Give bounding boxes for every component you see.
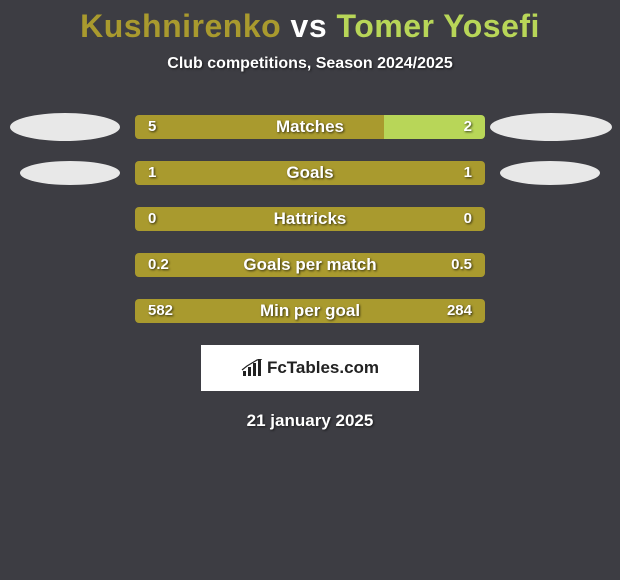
stat-bar bbox=[135, 161, 485, 185]
stat-bar bbox=[135, 207, 485, 231]
player1-ellipse-icon bbox=[20, 161, 120, 185]
stat-bar-left bbox=[135, 299, 485, 323]
stat-row: Goals11 bbox=[0, 161, 620, 185]
brand-text: FcTables.com bbox=[267, 358, 379, 378]
player2-ellipse-icon bbox=[500, 161, 600, 185]
stat-bar bbox=[135, 299, 485, 323]
player1-ellipse-icon bbox=[10, 113, 120, 141]
player2-ellipse-icon bbox=[490, 113, 612, 141]
stat-bar-left bbox=[135, 207, 485, 231]
stat-bar-left bbox=[135, 253, 485, 277]
stat-bar-left bbox=[135, 115, 384, 139]
vs-text: vs bbox=[281, 8, 336, 44]
stat-row: Matches52 bbox=[0, 115, 620, 139]
comparison-title: Kushnirenko vs Tomer Yosefi bbox=[0, 0, 620, 45]
stat-row: Min per goal582284 bbox=[0, 299, 620, 323]
bar-chart-icon bbox=[241, 359, 263, 377]
stat-rows: Matches52 Goals11 Hattricks00 Goals per mat… bbox=[0, 115, 620, 323]
stat-bar bbox=[135, 115, 485, 139]
stat-bar bbox=[135, 253, 485, 277]
date-text: 21 january 2025 bbox=[0, 411, 620, 431]
stat-bar-left bbox=[135, 161, 485, 185]
player1-name: Kushnirenko bbox=[80, 8, 281, 44]
stat-row: Goals per match0.20.5 bbox=[0, 253, 620, 277]
player2-name: Tomer Yosefi bbox=[337, 8, 540, 44]
brand-box: FcTables.com bbox=[201, 345, 419, 391]
subtitle: Club competitions, Season 2024/2025 bbox=[0, 55, 620, 73]
stat-bar-right bbox=[384, 115, 486, 139]
stat-row: Hattricks00 bbox=[0, 207, 620, 231]
